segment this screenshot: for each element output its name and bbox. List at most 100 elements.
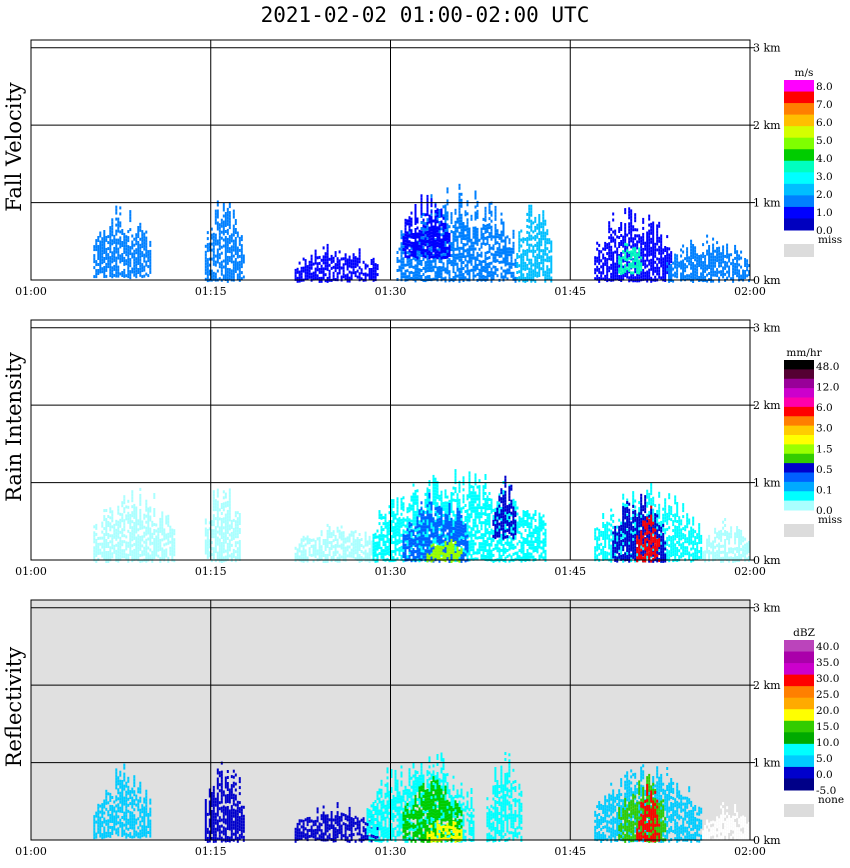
colorbar-label: 0.0: [816, 769, 833, 781]
y-axis-title: Rain Intensity: [2, 352, 26, 502]
x-tick-label: 01:00: [15, 565, 47, 578]
colorbar-swatch: [784, 472, 814, 483]
colorbar-missing-swatch: [784, 524, 814, 537]
x-tick-label: 02:00: [734, 285, 766, 298]
echo-cell: [294, 802, 379, 843]
colorbar-swatch: [784, 80, 814, 93]
colorbar-swatch: [784, 743, 814, 756]
y-tick-label: 2 km: [753, 119, 781, 132]
echo-cell: [594, 207, 673, 283]
colorbar-label: 3.0: [816, 423, 833, 435]
colorbar-label: 35.0: [816, 657, 839, 669]
colorbar-swatch: [784, 674, 814, 687]
colorbar-label: 1.5: [816, 443, 833, 455]
colorbar-swatch: [784, 360, 814, 370]
y-axis-title: Fall Velocity: [2, 82, 26, 212]
echo-cell: [612, 493, 667, 563]
colorbar-unit: m/s: [795, 67, 814, 79]
colorbar-swatch: [784, 697, 814, 710]
y-tick-label: 1 km: [753, 197, 781, 210]
panel-fall-velocity: 01:00 01:15 01:30 01:45 02:00 0 km 1 km 2 km 3 k…: [0, 22, 850, 302]
colorbar-swatch: [784, 369, 814, 380]
echo-layer: [93, 469, 751, 563]
colorbar-label: 5.0: [816, 135, 833, 147]
echo-cell: [93, 763, 152, 840]
colorbar-label: 20.0: [816, 705, 839, 717]
y-tick-label: 3 km: [753, 322, 781, 335]
x-tick-label: 01:30: [375, 845, 407, 858]
y-tick-label: 0 km: [753, 834, 781, 847]
colorbar-label: 0.1: [816, 484, 833, 496]
fall-velocity-plot: 01:00 01:15 01:30 01:45 02:000 km 1 km 2 km 3 k…: [15, 39, 842, 298]
colorbar-label: 5.0: [816, 753, 833, 765]
colorbar-swatch: [784, 160, 814, 173]
colorbar-missing-label: miss: [818, 234, 842, 246]
echo-cell: [636, 505, 661, 563]
echo-cell: [426, 539, 463, 563]
echo-layer: [93, 183, 751, 283]
plot-frame: [30, 319, 751, 561]
colorbar-swatch: [784, 463, 814, 473]
colorbar-missing-swatch: [784, 804, 814, 817]
colorbar-swatch: [784, 663, 814, 676]
colorbar-swatch: [784, 481, 814, 492]
x-tick-label: 01:45: [554, 845, 586, 858]
echo-cell: [402, 194, 451, 260]
colorbar-unit: mm/hr: [786, 347, 822, 359]
colorbar-label: 25.0: [816, 689, 839, 701]
colorbar-swatch: [784, 453, 814, 464]
colorbar-swatch: [784, 126, 814, 139]
echo-cell: [93, 487, 176, 563]
echo-cell: [516, 204, 553, 283]
colorbar-swatch: [784, 640, 814, 653]
colorbar-label: 30.0: [816, 673, 839, 685]
x-tick-label: 01:45: [554, 285, 586, 298]
colorbar-swatch: [784, 709, 814, 722]
rain-intensity-plot: 01:00 01:15 01:30 01:45 02:000 km 1 km 2 km 3 k…: [15, 319, 842, 578]
colorbar-missing-label: none: [818, 794, 844, 806]
chart-title: 2021-02-02 01:00-02:00 UTC: [260, 3, 590, 27]
panel-reflectivity: 01:00 01:15 01:30 01:45 02:00 0 km 1 km 2 km 3 k…: [0, 582, 850, 862]
x-tick-label: 02:00: [734, 565, 766, 578]
echo-layer: [93, 752, 751, 843]
echo-cell: [204, 200, 245, 283]
colorbar-swatch: [784, 137, 814, 150]
x-tick-label: 01:15: [195, 565, 227, 578]
colorbar-swatch: [784, 114, 814, 127]
echo-cell: [204, 761, 245, 843]
colorbar-swatch: [784, 500, 814, 511]
y-tick-label: 1 km: [753, 477, 781, 490]
plot-frame: [30, 39, 751, 281]
colorbar-label: 40.0: [816, 641, 839, 653]
colorbar-swatch: [784, 388, 814, 398]
colorbar-swatch: [784, 206, 814, 219]
x-tick-label: 01:00: [15, 845, 47, 858]
echo-cell: [366, 752, 475, 843]
colorbar-label: -5.0: [816, 785, 836, 797]
colorbar-missing-swatch: [784, 244, 814, 257]
colorbar-swatch: [784, 416, 814, 427]
y-tick-label: 3 km: [753, 602, 781, 615]
y-axis-title: Reflectivity: [2, 646, 26, 768]
x-tick-label: 01:30: [375, 285, 407, 298]
colorbar-swatch: [784, 720, 814, 733]
y-tick-label: 2 km: [753, 679, 781, 692]
colorbar-swatch: [784, 91, 814, 104]
colorbar-label: 2.0: [816, 189, 833, 201]
colorbar-swatch: [784, 444, 814, 455]
colorbar-label: 6.0: [816, 117, 833, 129]
colorbar-label: 3.0: [816, 171, 833, 183]
colorbar-swatch: [784, 397, 814, 408]
colorbar-label: 0.0: [816, 225, 833, 237]
x-tick-label: 01:00: [15, 285, 47, 298]
colorbar-label: 0.5: [816, 464, 833, 476]
echo-cell: [426, 820, 463, 843]
y-tick-label: 0 km: [753, 274, 781, 287]
colorbar-swatch: [784, 686, 814, 699]
colorbar-label: 12.0: [816, 382, 839, 394]
colorbar-label: 8.0: [816, 81, 833, 93]
echo-cell: [666, 234, 751, 283]
x-tick-label: 01:45: [554, 565, 586, 578]
y-tick-label: 0 km: [753, 554, 781, 567]
colorbar-label: 48.0: [816, 361, 839, 373]
